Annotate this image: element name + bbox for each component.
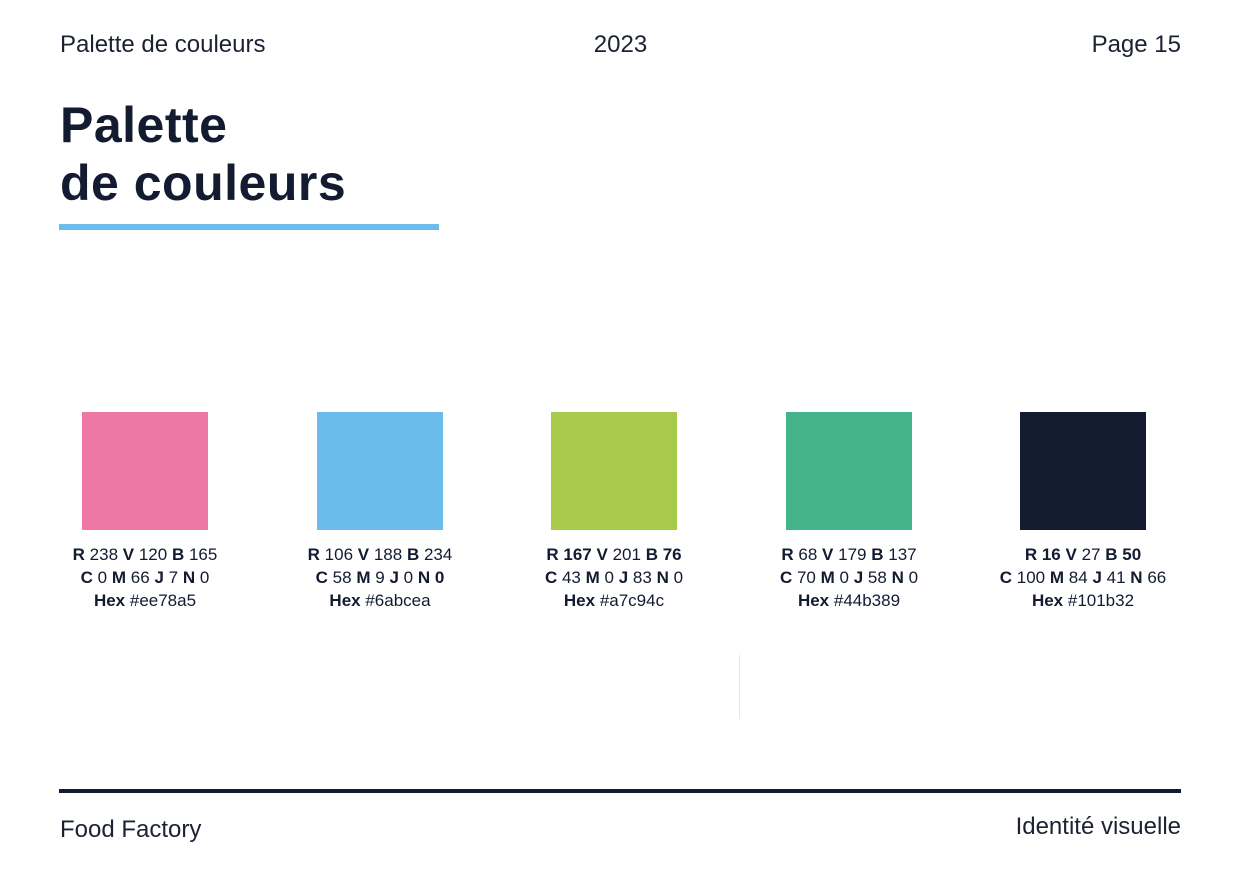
swatch-hex: Hex #6abcea [329, 591, 431, 610]
swatch-color-box [551, 412, 677, 530]
swatch-info: R 106 V 188 B 234 C 58 M 9 J 0 N 0 Hex #… [270, 543, 490, 612]
swatch-hex: Hex #ee78a5 [93, 591, 197, 610]
swatch-color-box [786, 412, 912, 530]
page-title-line-1: Palette [60, 97, 228, 153]
header-year: 2023 [593, 31, 648, 58]
swatch-color-box [82, 412, 208, 530]
swatch-color-box [317, 412, 443, 530]
swatch-teal: R 68 V 179 B 137 C 70 M 0 J 58 N 0 Hex #… [739, 412, 959, 612]
footer-section: Identité visuelle [1015, 813, 1181, 840]
swatch-green: R 167 V 201 B 76 C 43 M 0 J 83 N 0 Hex #… [504, 412, 724, 612]
swatch-cmjn: C 100 M 84 J 41 N 66 [999, 568, 1167, 587]
divider-line [739, 655, 740, 719]
swatch-cmjn: C 70 M 0 J 58 N 0 [779, 568, 919, 587]
swatch-blue: R 106 V 188 B 234 C 58 M 9 J 0 N 0 Hex #… [270, 412, 490, 612]
swatch-hex: Hex #101b32 [1031, 591, 1135, 610]
swatch-info: R 238 V 120 B 165 C 0 M 66 J 7 N 0 Hex #… [35, 543, 255, 612]
swatch-hex: Hex #a7c94c [563, 591, 665, 610]
swatch-rgb: R 106 V 188 B 234 [307, 545, 453, 564]
footer-brand: Food Factory [60, 816, 202, 843]
swatch-rgb: R 68 V 179 B 137 [781, 545, 917, 564]
swatch-info: R 68 V 179 B 137 C 70 M 0 J 58 N 0 Hex #… [739, 543, 959, 612]
swatch-rgb: R 167 V 201 B 76 [546, 545, 682, 564]
swatch-color-box [1020, 412, 1146, 530]
swatch-pink: R 238 V 120 B 165 C 0 M 66 J 7 N 0 Hex #… [35, 412, 255, 612]
title-underline [59, 224, 439, 230]
header-section-title: Palette de couleurs [60, 31, 266, 58]
swatch-rgb: R 238 V 120 B 165 [72, 545, 218, 564]
swatch-navy: R 16 V 27 B 50 C 100 M 84 J 41 N 66 Hex … [973, 412, 1193, 612]
swatch-cmjn: C 43 M 0 J 83 N 0 [544, 568, 684, 587]
color-swatches: R 238 V 120 B 165 C 0 M 66 J 7 N 0 Hex #… [0, 412, 1241, 622]
page-number: Page 15 [1091, 31, 1181, 58]
page-title: Palette de couleurs [60, 96, 346, 212]
swatch-hex: Hex #44b389 [797, 591, 901, 610]
swatch-info: R 16 V 27 B 50 C 100 M 84 J 41 N 66 Hex … [973, 543, 1193, 612]
swatch-cmjn: C 58 M 9 J 0 N 0 [315, 568, 445, 587]
swatch-rgb: R 16 V 27 B 50 [1024, 545, 1142, 564]
swatch-cmjn: C 0 M 66 J 7 N 0 [80, 568, 210, 587]
footer-rule [59, 789, 1181, 793]
page-title-line-2: de couleurs [60, 155, 347, 211]
swatch-info: R 167 V 201 B 76 C 43 M 0 J 83 N 0 Hex #… [504, 543, 724, 612]
